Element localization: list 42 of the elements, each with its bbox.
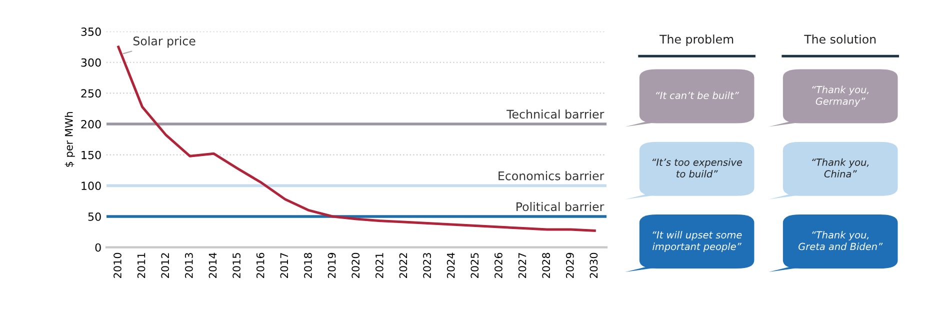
text: “It can’t be built”: [656, 92, 739, 100]
category-label: The problem: [660, 34, 734, 46]
ref-line-label: Technical barrier: [506, 110, 604, 119]
x-tick-label: 2015: [232, 253, 240, 278]
y-tick-label: 0: [95, 243, 101, 252]
y-axis-title: $ per MWh: [64, 112, 75, 167]
text: “Thank you, Greta and Biden”: [798, 231, 883, 250]
x-tick-label: 2025: [470, 253, 479, 278]
y-tick-label: 300: [81, 58, 101, 67]
y-tick-label: 350: [81, 28, 101, 36]
y-tick-label: 100: [82, 182, 101, 190]
text: “It will upset some important people”: [652, 231, 742, 252]
x-tick-label: 2021: [375, 253, 384, 278]
x-tick-label: 2011: [137, 253, 146, 278]
x-tick-label: 2022: [399, 253, 408, 278]
x-tick-label: 2029: [566, 252, 574, 278]
text: “It’s too expensive to build”: [652, 158, 742, 178]
x-tick-label: 2023: [423, 253, 431, 278]
x-tick-label: 2010: [114, 252, 122, 278]
x-tick-label: 2014: [208, 252, 217, 278]
x-tick-label: 2013: [184, 253, 193, 278]
x-tick-label: 2017: [280, 253, 288, 278]
x-tick-label: 2019: [328, 252, 336, 278]
x-tick-label: 2028: [542, 252, 550, 278]
y-tick-label: 150: [82, 150, 101, 160]
y-tick-label: 250: [81, 89, 101, 98]
x-tick-label: 2020: [352, 252, 360, 278]
ref-line-label: Economics barrier: [498, 171, 604, 180]
category-label: The solution: [804, 34, 876, 44]
x-tick-label: 2012: [161, 253, 170, 278]
text: “Thank you, China”: [812, 158, 869, 178]
x-tick-label: 2024: [446, 252, 455, 278]
ref-line-label: Political barrier: [516, 202, 604, 212]
series-label: Solar price: [133, 36, 196, 48]
text: “Thank you, Germany”: [812, 86, 869, 107]
x-tick-label: 2018: [304, 252, 312, 278]
x-tick-label: 2030: [590, 252, 598, 278]
y-tick-label: 200: [81, 120, 101, 128]
x-tick-label: 2026: [494, 252, 502, 278]
x-tick-label: 2016: [256, 252, 264, 278]
y-tick-label: 50: [88, 212, 101, 221]
x-tick-label: 2027: [518, 253, 526, 278]
